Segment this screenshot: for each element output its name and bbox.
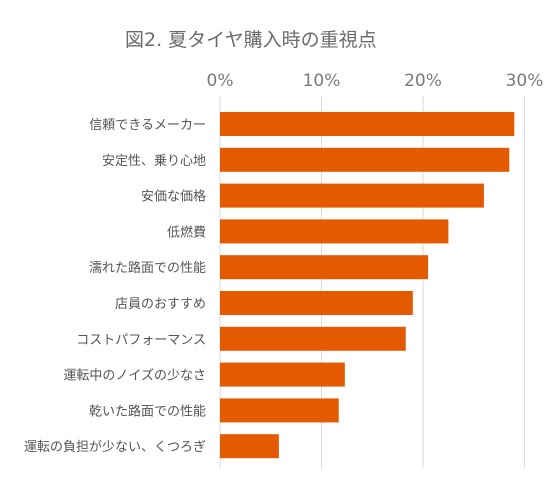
x-tick-label: 10%	[303, 71, 341, 91]
category-label: 運転中のノイズの少なさ	[63, 368, 206, 384]
category-label: 低燃費	[167, 224, 206, 240]
bar	[220, 362, 345, 387]
category-label: 店員のおすすめ	[115, 297, 206, 312]
chart-title: 図2. 夏タイヤ購入時の重視点	[125, 29, 377, 51]
category-labels: 信頼できるメーカー安定性、乗り心地安価な価格低燃費濡れた路面での性能店員のおすす…	[24, 118, 206, 455]
bar	[220, 291, 413, 315]
bar	[220, 147, 510, 172]
category-label: 安価な価格	[141, 189, 206, 205]
x-tick-label: 20%	[404, 71, 442, 91]
bar	[220, 219, 449, 244]
category-label: 乾いた路面での性能	[89, 403, 206, 419]
x-tick-label: 0%	[207, 71, 234, 91]
bar	[220, 255, 429, 280]
bar	[220, 183, 484, 208]
category-label: コストパフォーマンス	[76, 333, 206, 348]
category-label: 濡れた路面での性能	[89, 260, 206, 276]
category-label: 安定性、乗り心地	[102, 154, 206, 169]
category-label: 運転の負担が少ない、くつろぎ	[24, 440, 206, 455]
bar	[220, 326, 406, 351]
x-axis-ticks: 0% 10% 20% 30%	[207, 71, 544, 91]
bar	[220, 112, 515, 136]
bars	[220, 112, 515, 459]
category-label: 信頼できるメーカー	[89, 118, 206, 133]
bar	[220, 434, 279, 459]
x-tick-label: 30%	[506, 71, 544, 91]
bar	[220, 398, 339, 423]
